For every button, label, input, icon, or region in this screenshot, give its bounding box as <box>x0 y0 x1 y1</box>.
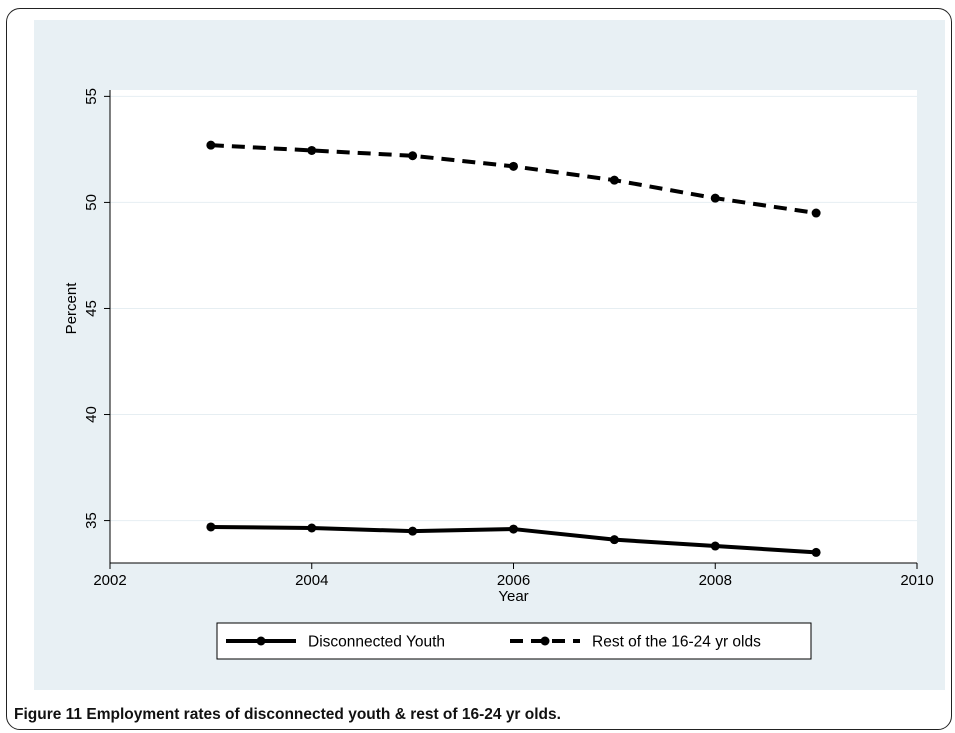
x-tick-label: 2004 <box>295 572 328 589</box>
y-axis-label: Percent <box>63 282 80 335</box>
data-point <box>811 547 821 557</box>
legend-label-1: Disconnected Youth <box>308 634 445 651</box>
data-point <box>206 522 216 532</box>
y-tick-label: 40 <box>83 406 100 423</box>
y-tick-label: 45 <box>83 300 100 317</box>
data-point <box>307 145 317 155</box>
line-chart: 35 40 45 50 55 2002 2004 2006 2008 2010 Year Percen… <box>63 88 934 660</box>
data-point <box>811 208 821 218</box>
figure-caption-text: Figure 11 Employment rates of disconnect… <box>14 706 561 723</box>
legend-marker <box>540 636 550 646</box>
figure-caption: Figure 11 Employment rates of disconnect… <box>14 706 561 724</box>
data-point <box>408 151 418 161</box>
chart-panel: 35 40 45 50 55 2002 2004 2006 2008 2010 Year Percen… <box>34 20 945 690</box>
data-point <box>710 541 720 551</box>
x-tick-label: 2002 <box>93 572 126 589</box>
data-point <box>509 524 518 534</box>
y-tick-label: 35 <box>83 512 100 529</box>
legend-label-2: Rest of the 16-24 yr olds <box>592 634 761 651</box>
y-tick-label: 55 <box>83 88 100 105</box>
y-tick-label: 50 <box>83 194 100 211</box>
plot-area <box>110 90 917 563</box>
figure-frame <box>6 8 952 730</box>
x-tick-label: 2010 <box>900 572 933 589</box>
data-point <box>509 161 518 171</box>
x-tick-label: 2008 <box>699 572 732 589</box>
data-point <box>307 523 317 533</box>
data-point <box>710 193 720 203</box>
x-axis-label: Year <box>498 588 528 605</box>
legend-marker <box>256 636 266 646</box>
data-point <box>206 140 216 150</box>
data-point <box>609 535 619 545</box>
data-point <box>609 175 619 185</box>
data-point <box>408 526 418 536</box>
x-tick-label: 2006 <box>497 572 530 589</box>
